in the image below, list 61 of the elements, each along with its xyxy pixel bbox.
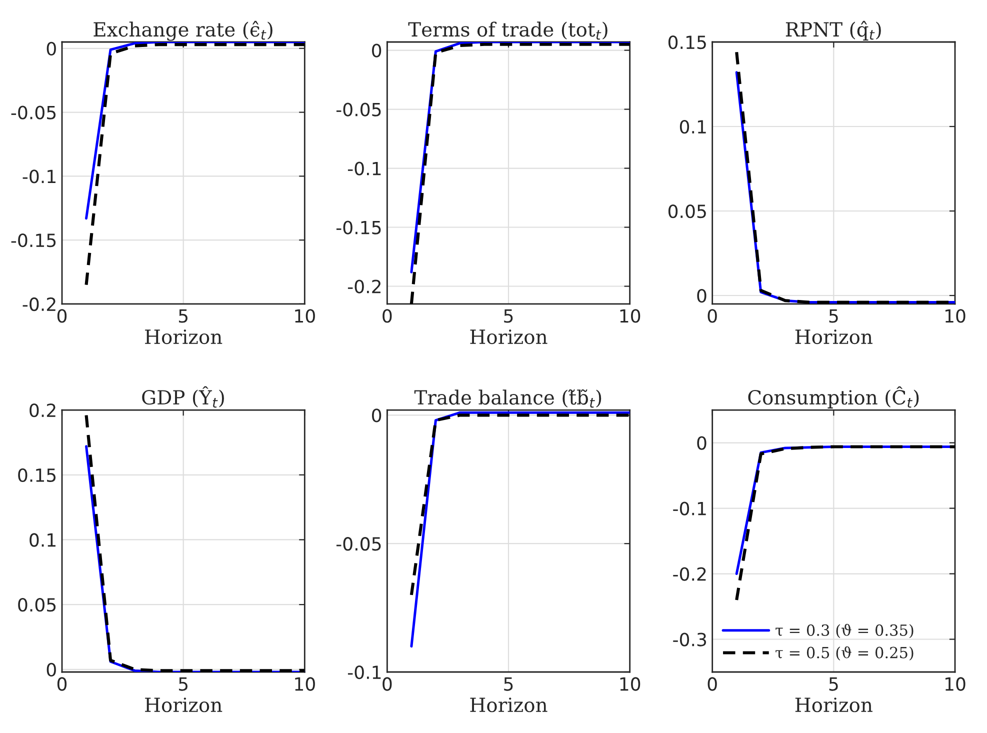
chart-title: GDP (Ŷ$_{t}$) [142, 386, 224, 408]
y-tick-label: -0.1 [22, 170, 56, 184]
legend-label: τ = 0.5 (ϑ = 0.25) [776, 646, 914, 661]
y-tick-label: -0.2 [22, 297, 56, 312]
chart-title: Trade balance (t̃b̃$_{t}$) [414, 389, 602, 408]
y-tick-label: -0.1 [348, 665, 381, 680]
x-tick-label: 0 [382, 677, 392, 691]
chart-title: Terms of trade (tot$_{t}$) [408, 22, 608, 40]
y-tick-label: 0 [372, 44, 382, 58]
x-tick-label: 5 [178, 309, 188, 323]
x-axis-title: Horizon [470, 698, 548, 712]
x-tick-label: 10 [945, 677, 966, 691]
y-tick-label: 0.1 [30, 533, 56, 547]
y-tick-label: 0 [46, 42, 56, 56]
y-tick-label: -0.1 [673, 502, 706, 516]
x-tick-label: 5 [829, 677, 838, 691]
y-tick-label: 0.05 [18, 598, 56, 612]
line-series [85, 42, 305, 220]
x-axis-title: Horizon [470, 330, 548, 344]
y-tick-label: -0.2 [348, 280, 380, 294]
y-tick-label: -0.05 [336, 102, 381, 116]
y-tick-label: -0.05 [336, 537, 381, 551]
x-tick-label: 0 [57, 309, 67, 323]
x-tick-label: 5 [504, 677, 513, 691]
chart-title: RPNT (q̂$_{t}$) [786, 20, 881, 40]
y-tick-label: 0 [697, 436, 706, 450]
y-tick-label: 0.05 [668, 204, 706, 218]
line-series [735, 445, 955, 602]
y-tick-label: 0 [46, 662, 56, 677]
y-tick-label: -0.15 [336, 220, 381, 234]
y-tick-label: -0.2 [673, 567, 706, 581]
x-tick-label: 5 [504, 309, 513, 323]
y-tick-label: 0.15 [668, 35, 706, 50]
chart-title: Exchange rate (ϵ̂$_{t}$) [94, 20, 272, 41]
line-series [84, 43, 305, 286]
y-tick-label: -0.05 [11, 106, 56, 120]
x-tick-label: 10 [945, 309, 966, 323]
y-tick-label: 0 [697, 288, 706, 303]
x-tick-label: 0 [382, 309, 392, 323]
chart-title: Consumption (Ĉ$_{t}$) [748, 386, 919, 408]
y-tick-label: 0.15 [18, 468, 56, 482]
y-tick-label: -0.3 [673, 632, 706, 646]
x-tick-label: 0 [57, 677, 67, 691]
legend-label: τ = 0.3 (ϑ = 0.35) [776, 624, 914, 638]
x-tick-label: 10 [295, 309, 315, 323]
y-tick-label: 0.1 [680, 120, 706, 134]
x-tick-label: 0 [708, 309, 717, 323]
x-tick-label: 5 [829, 309, 838, 323]
x-tick-label: 10 [620, 677, 640, 691]
x-tick-label: 0 [708, 677, 717, 691]
x-tick-label: 10 [295, 677, 315, 691]
x-tick-label: 5 [178, 677, 188, 691]
y-tick-label: -0.15 [11, 234, 56, 248]
x-axis-title: Horizon [145, 698, 222, 712]
x-axis-title: Horizon [145, 330, 222, 344]
y-tick-label: -0.1 [348, 162, 381, 176]
y-tick-label: 0 [372, 408, 382, 422]
x-axis-title: Horizon [795, 330, 872, 344]
x-tick-label: 10 [620, 309, 640, 323]
x-axis-title: Horizon [795, 698, 872, 712]
y-tick-label: 0.2 [30, 404, 56, 418]
